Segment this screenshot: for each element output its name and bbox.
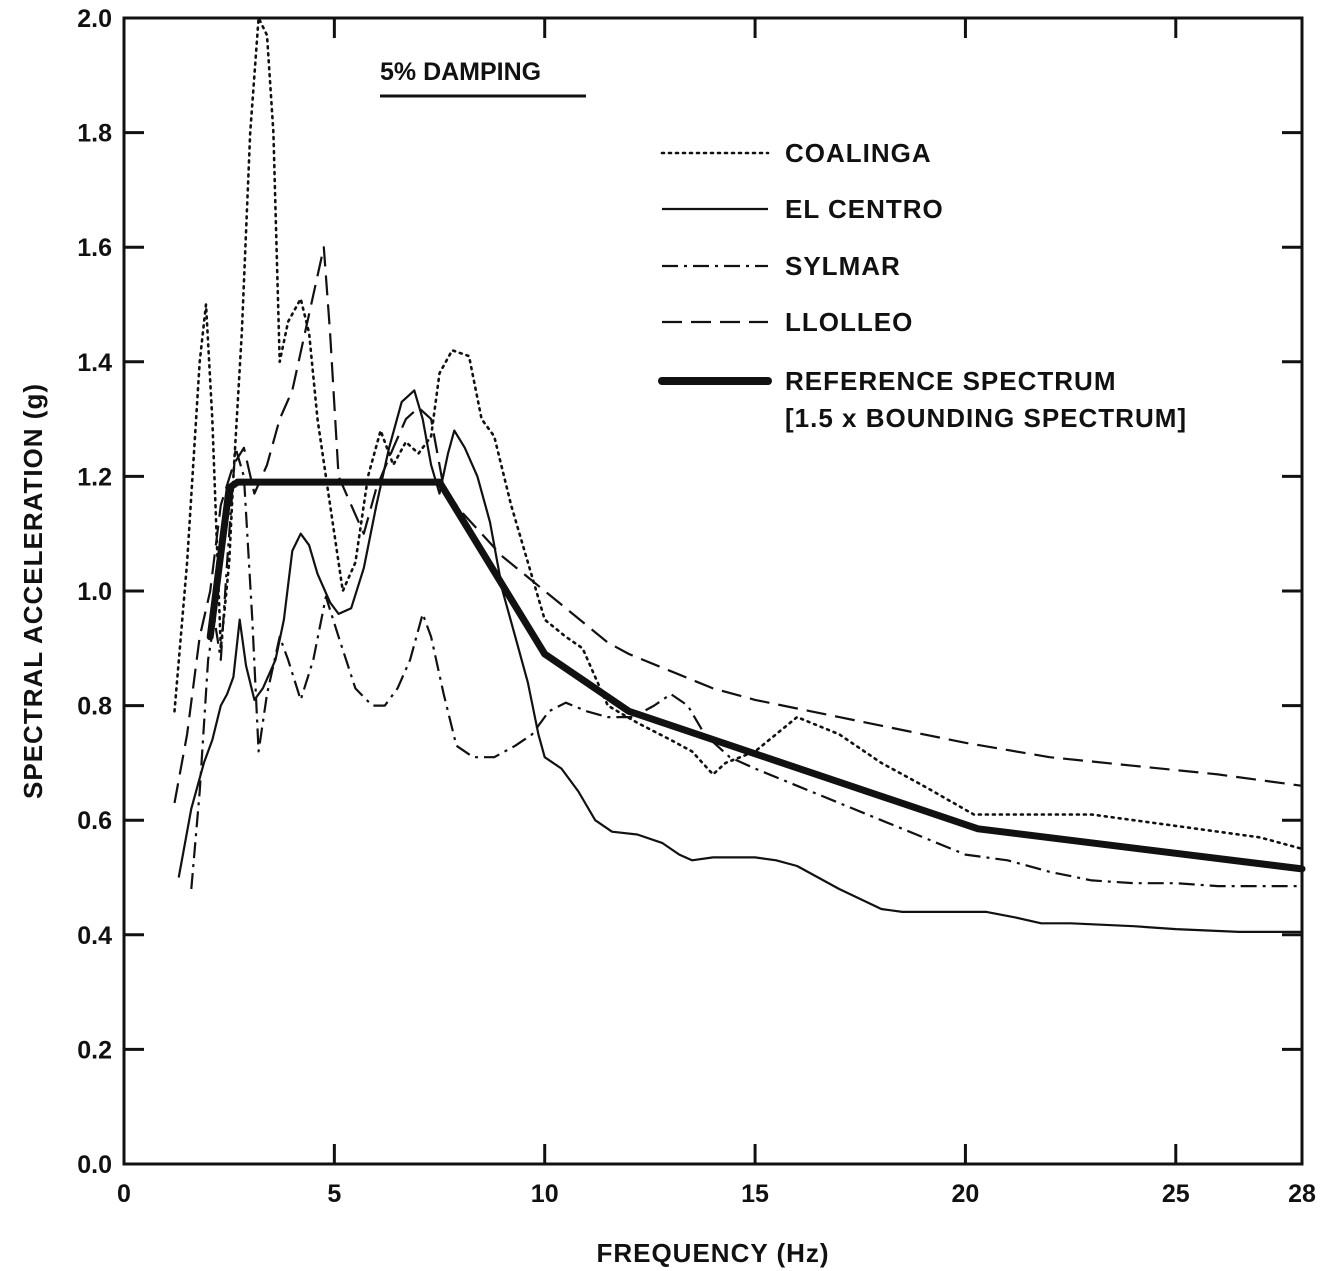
legend: COALINGA EL CENTRO SYLMAR LLOLLEO REFERENCE … [658, 138, 1187, 433]
series-line-coalinga [173, 16, 1304, 851]
x-tick-label: 15 [741, 1180, 769, 1208]
y-tick-label: 0.6 [77, 807, 112, 835]
plot-frame [122, 16, 1304, 1166]
y-tick-label: 2.0 [77, 5, 112, 33]
y-tick-label: 0.0 [77, 1151, 112, 1179]
y-tick-label: 1.8 [77, 120, 112, 148]
legend-label: SYLMAR [785, 251, 901, 281]
legend-label: COALINGA [785, 138, 932, 168]
y-tick-label: 1.6 [77, 234, 112, 262]
x-tick-label: 5 [327, 1180, 341, 1208]
y-tick-label: 1.0 [77, 578, 112, 606]
x-tick-label: 0 [117, 1180, 131, 1208]
tick-layer: 0 5 10 15 20 25 28 0.0 0.2 0.4 0.6 0.8 1.0 1.2 1.4 1.6 1… [77, 5, 1316, 1208]
x-tick-label: 10 [531, 1180, 559, 1208]
series-line-sylmar [190, 446, 1302, 890]
y-tick-label: 0.4 [77, 922, 112, 950]
legend-label: EL CENTRO [785, 194, 944, 224]
x-tick-label: 20 [952, 1180, 980, 1208]
y-tick-label: 1.4 [77, 349, 112, 377]
series-line-llolleo [173, 246, 1303, 804]
series-line-reference-spectrum [206, 478, 1306, 873]
curves-layer [173, 16, 1306, 933]
y-tick-label: 0.2 [77, 1036, 112, 1064]
y-tick-label: 1.2 [77, 463, 112, 491]
damping-annotation: 5% DAMPING [380, 58, 541, 86]
x-tick-label: 25 [1162, 1180, 1190, 1208]
y-tick-label: 0.8 [77, 693, 112, 721]
legend-label-line2: [1.5 x BOUNDING SPECTRUM] [785, 403, 1187, 433]
x-tick-label: 28 [1288, 1180, 1316, 1208]
legend-label: REFERENCE SPECTRUM [785, 366, 1116, 396]
x-axis-title: FREQUENCY (Hz) [596, 1238, 829, 1268]
y-axis-title: SPECTRAL ACCELERATION (g) [18, 383, 48, 799]
legend-label: LLOLLEO [785, 307, 913, 337]
series-line-el-centro [177, 389, 1302, 933]
